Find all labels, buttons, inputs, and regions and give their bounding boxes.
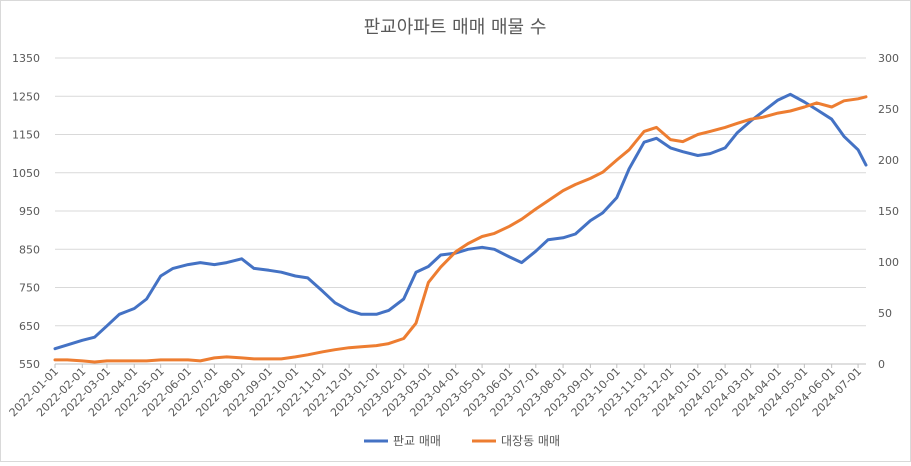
series-line-1 xyxy=(53,92,868,351)
right-y-tick-label: 100 xyxy=(878,256,899,269)
left-y-tick-label: 850 xyxy=(19,243,40,256)
right-y-tick-label: 200 xyxy=(878,154,899,167)
left-y-tick-label: 550 xyxy=(19,358,40,371)
legend-label-1: 판교 매매 xyxy=(393,434,441,448)
left-y-tick-label: 1050 xyxy=(12,167,40,180)
left-y-tick-label: 650 xyxy=(19,320,40,333)
right-y-tick-label: 300 xyxy=(878,52,899,65)
right-y-axis: 0 50 100 150 200 250 300 xyxy=(878,52,899,371)
chart-title: 판교아파트 매매 매물 수 xyxy=(364,17,547,38)
gridlines xyxy=(55,57,866,365)
left-y-tick-label: 950 xyxy=(19,205,40,218)
right-y-tick-label: 0 xyxy=(878,358,885,371)
left-y-tick-label: 1150 xyxy=(12,129,40,142)
legend: 판교 매매 대장동 매매 xyxy=(364,434,560,448)
legend-label-2: 대장동 매매 xyxy=(501,434,560,448)
right-y-tick-label: 150 xyxy=(878,205,899,218)
right-y-tick-label: 50 xyxy=(878,307,892,320)
left-y-tick-label: 1350 xyxy=(12,52,40,65)
left-y-tick-label: 1250 xyxy=(12,90,40,103)
right-y-tick-label: 250 xyxy=(878,103,899,116)
series-line-2 xyxy=(53,95,868,364)
left-y-axis: 550 650 750 850 950 1050 1150 1250 1350 xyxy=(12,52,40,371)
series-lines xyxy=(53,92,868,364)
left-y-tick-label: 750 xyxy=(19,282,40,295)
